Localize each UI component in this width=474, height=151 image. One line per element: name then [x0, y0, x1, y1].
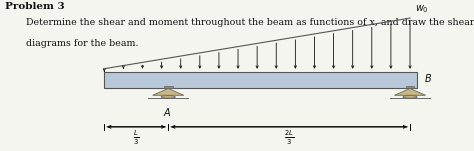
Text: $w_0$: $w_0$: [415, 3, 428, 15]
Bar: [406, 87, 414, 88]
Text: $B$: $B$: [424, 72, 432, 84]
Polygon shape: [394, 88, 426, 95]
Ellipse shape: [161, 96, 175, 98]
Text: $A$: $A$: [163, 106, 172, 118]
Polygon shape: [153, 88, 184, 95]
Text: $\frac{2L}{3}$: $\frac{2L}{3}$: [284, 128, 294, 147]
Bar: [164, 87, 173, 88]
Ellipse shape: [403, 96, 417, 98]
Text: Determine the shear and moment throughout the beam as functions of x, and draw t: Determine the shear and moment throughou…: [26, 18, 474, 27]
Text: $\frac{L}{3}$: $\frac{L}{3}$: [133, 128, 139, 147]
Bar: [104, 72, 417, 88]
Text: diagrams for the beam.: diagrams for the beam.: [26, 39, 138, 48]
Text: Problem 3: Problem 3: [5, 2, 64, 11]
